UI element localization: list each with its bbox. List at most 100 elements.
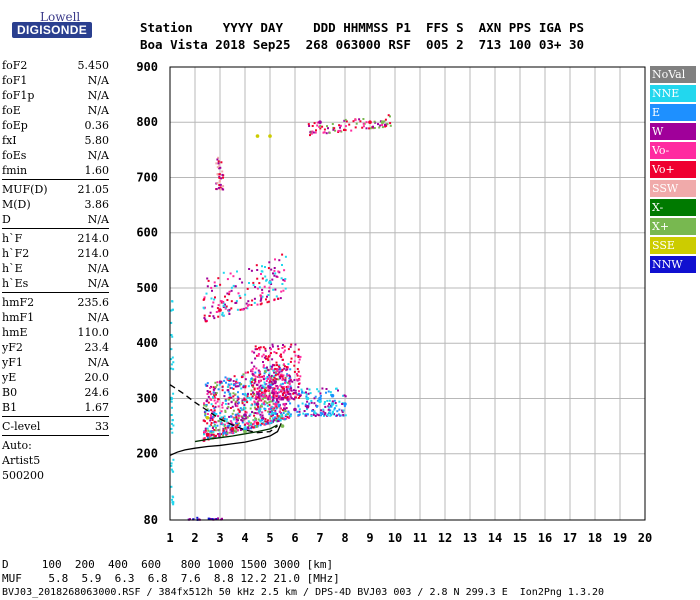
echo-dot (342, 394, 345, 397)
echo-dot (276, 387, 279, 390)
echo-dot (275, 361, 278, 364)
echo-dot (209, 414, 212, 417)
echo-dot (339, 124, 342, 127)
echo-dot (270, 348, 272, 351)
chart-axes: 1 2 3 4 5 6 7 8 9 10 11 12 13 14 15 16 17 18 19 20802003004… (136, 60, 652, 545)
echo-dot (211, 415, 214, 418)
echo-dot (276, 369, 279, 372)
param-name: M(D) (2, 198, 31, 211)
echo-dot (286, 390, 289, 393)
echo-dot (247, 303, 250, 306)
echo-dot (315, 129, 317, 132)
echo-dot (259, 393, 262, 396)
echo-dot (298, 358, 301, 361)
echo-dot (220, 422, 223, 425)
ionogram-traces (169, 384, 282, 456)
echo-dot (281, 283, 284, 285)
x-tick-label: 11 (413, 531, 427, 545)
echo-dot (212, 391, 215, 394)
echo-dot (171, 300, 174, 303)
echo-dot (272, 393, 275, 396)
echo-dot (259, 370, 261, 373)
echo-dot (324, 405, 327, 408)
echo-dot (271, 419, 274, 422)
echo-dot (268, 384, 271, 386)
echo-dot (207, 279, 210, 282)
echo-dot (269, 347, 271, 350)
echo-dot (304, 405, 307, 407)
echo-dot (220, 187, 223, 190)
echo-dot (305, 393, 308, 396)
echo-dot (221, 301, 224, 304)
echo-dot (330, 405, 333, 408)
polarization-legend: NoVal NNE E W Vo- Vo+ SSW X- X+ SSE NNW (650, 66, 696, 275)
echo-dot (220, 416, 223, 419)
param-row: hmF2 235.6 (2, 295, 109, 310)
echo-dot (383, 120, 386, 123)
echo-dot (212, 301, 215, 304)
echo-dot (306, 413, 309, 416)
echo-dot (368, 127, 371, 130)
echo-dot (272, 390, 275, 392)
echo-dot (224, 376, 227, 379)
echo-dot (248, 414, 251, 417)
echo-dot (359, 120, 362, 123)
echo-dot (230, 383, 233, 386)
echo-dot (294, 343, 297, 346)
echo-dot (264, 409, 267, 412)
echo-dot (263, 285, 266, 288)
echo-dot (322, 131, 325, 134)
echo-dot (272, 420, 274, 423)
echo-dot (293, 360, 296, 363)
echo-dot (232, 395, 235, 398)
series-point-w (255, 402, 260, 406)
echo-dot (268, 394, 271, 397)
echo-dot (289, 385, 292, 388)
echo-dot (268, 290, 271, 293)
legend-item: X- (650, 199, 696, 216)
echo-dot (289, 415, 292, 417)
echo-dot (215, 421, 218, 424)
echo-dot (216, 158, 219, 161)
echo-dot (234, 285, 237, 288)
echo-dot (251, 373, 254, 376)
param-row: hmE 110.0 (2, 325, 109, 340)
echo-dot (280, 389, 283, 392)
echo-dot (250, 304, 253, 306)
echo-dot (249, 407, 252, 410)
echo-dot (258, 346, 260, 349)
file-info-line: BVJ03_2018268063000.RSF / 384fx512h 50 k… (2, 587, 605, 598)
echo-dot (269, 417, 272, 420)
echo-dot (327, 390, 330, 393)
echo-dot (288, 374, 291, 377)
echo-dot (222, 434, 225, 437)
echo-dot (315, 405, 318, 408)
echo-dot (276, 386, 279, 389)
echo-dot (274, 392, 277, 395)
echo-dot (226, 422, 229, 425)
echo-dot (170, 462, 173, 465)
echo-dot (246, 287, 249, 290)
echo-dot (208, 425, 211, 428)
echo-dot (170, 348, 173, 351)
echo-dot (259, 419, 262, 422)
echo-dot (266, 301, 269, 304)
echo-dot (335, 387, 337, 390)
echo-dot (331, 123, 334, 125)
echo-dot (211, 417, 214, 420)
param-name: foEp (2, 119, 28, 132)
echo-dot (325, 391, 327, 394)
echo-dot (253, 403, 256, 406)
param-value: 20.0 (84, 371, 110, 384)
echo-dot (215, 188, 218, 191)
echo-dot (267, 395, 270, 398)
echo-dot (206, 399, 209, 402)
echo-dot (250, 361, 253, 364)
echo-dot (206, 436, 209, 439)
echo-dot (271, 391, 274, 394)
divider (2, 179, 109, 180)
echo-dot (267, 300, 270, 303)
echo-dot (289, 379, 292, 382)
echo-dot (245, 394, 248, 397)
echo-dot (334, 402, 337, 404)
